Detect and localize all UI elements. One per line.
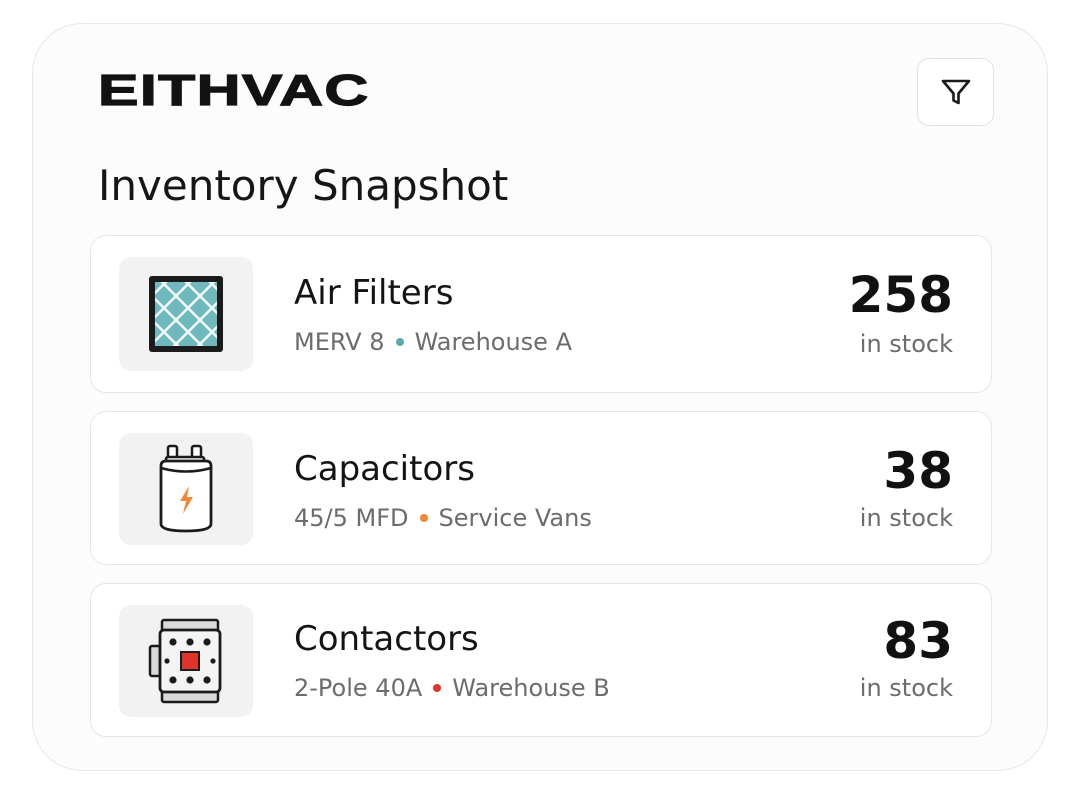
item-thumbnail (119, 257, 253, 371)
stock-label: in stock (859, 330, 953, 358)
air-filter-icon (149, 276, 223, 352)
capacitor-icon (159, 444, 213, 533)
inventory-item-air-filters[interactable]: Air Filters MERV 8 Warehouse A 258 in st… (90, 235, 992, 393)
page-title: Inventory Snapshot (98, 161, 509, 210)
inventory-item-capacitors[interactable]: Capacitors 45/5 MFD Service Vans 38 in s… (90, 411, 992, 565)
item-location: Warehouse A (414, 328, 572, 356)
item-name: Air Filters (294, 273, 454, 313)
stock-count: 258 (848, 266, 953, 324)
stock-label: in stock (859, 674, 953, 702)
item-spec: 2-Pole 40A (294, 674, 423, 702)
item-meta: 45/5 MFD Service Vans (294, 503, 592, 533)
item-name: Contactors (294, 619, 479, 659)
item-meta: MERV 8 Warehouse A (294, 327, 572, 357)
location-dot (433, 684, 442, 692)
filter-icon (941, 79, 970, 105)
filter-button[interactable] (917, 58, 994, 126)
item-meta: 2-Pole 40A Warehouse B (294, 673, 610, 703)
stock-count: 38 (883, 442, 953, 500)
location-dot (395, 338, 404, 346)
inventory-item-contactors[interactable]: Contactors 2-Pole 40A Warehouse B 83 in … (90, 583, 992, 737)
item-location: Warehouse B (452, 674, 610, 702)
location-dot (419, 514, 428, 522)
item-name: Capacitors (294, 449, 475, 489)
brand-logo: EITHVAC (97, 65, 370, 115)
item-thumbnail (119, 433, 253, 545)
item-location: Service Vans (438, 504, 592, 532)
stock-label: in stock (859, 504, 953, 532)
stock-count: 83 (883, 612, 953, 670)
item-thumbnail (119, 605, 253, 717)
item-spec: 45/5 MFD (294, 504, 409, 532)
contactor-icon (148, 618, 222, 704)
item-spec: MERV 8 (294, 328, 385, 356)
